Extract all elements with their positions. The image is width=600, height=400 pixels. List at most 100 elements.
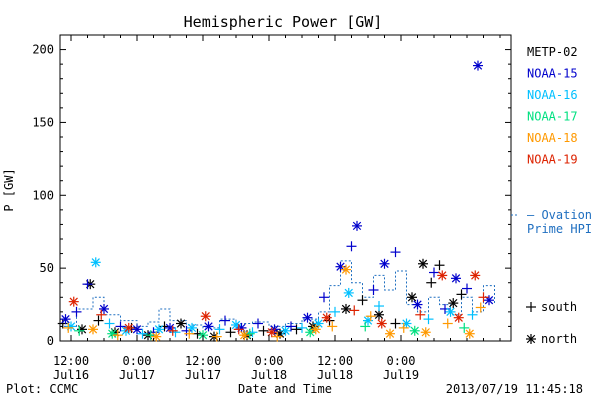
data-point (459, 322, 470, 333)
data-point (225, 327, 236, 338)
data-point (379, 258, 390, 269)
data-point (470, 270, 481, 281)
data-point (280, 325, 291, 336)
data-point (346, 241, 357, 252)
data-point (448, 298, 459, 309)
data-point (112, 330, 123, 341)
plot-frame (59, 34, 512, 342)
data-point (310, 324, 321, 335)
footer-left: Plot: CCMC (6, 382, 78, 396)
data-point (330, 306, 340, 317)
data-point (90, 257, 101, 268)
data-point (434, 260, 445, 271)
data-points (57, 60, 494, 342)
data-point (415, 309, 426, 320)
data-point (374, 301, 384, 312)
data-point (214, 324, 225, 335)
data-point (63, 322, 74, 333)
data-point (327, 321, 338, 332)
legend: METP-02 NOAA-15 NOAA-16 NOAA-17 NOAA-18 NOAA-… (527, 45, 578, 167)
x-tick-label-time: 0:00 (123, 354, 152, 368)
data-point (451, 273, 461, 284)
data-point (365, 311, 376, 322)
x-tick-label-date: Jul17 (119, 368, 155, 382)
marker-legend-south: south (541, 300, 577, 314)
data-point (357, 295, 368, 306)
data-point (412, 299, 423, 310)
data-point (341, 303, 351, 314)
x-tick-label-time: 0:00 (387, 354, 416, 368)
y-tick-label: 150 (32, 115, 54, 129)
x-tick-label-time: 12:00 (317, 354, 353, 368)
data-point (407, 292, 417, 303)
ovation-hpi-line (60, 260, 495, 329)
legend-noaa-17: NOAA-17 (527, 110, 578, 124)
data-point (473, 60, 483, 71)
data-point (426, 277, 437, 288)
x-tick-label-date: Jul19 (383, 368, 419, 382)
y-tick-label: 200 (32, 43, 54, 57)
data-point (187, 322, 197, 333)
data-point (239, 330, 250, 341)
data-point (96, 309, 107, 320)
data-point (442, 318, 453, 329)
data-point (60, 314, 71, 325)
data-point (66, 321, 76, 332)
data-point (352, 220, 362, 231)
data-point (368, 285, 379, 295)
x-tick-label-date: Jul16 (53, 368, 89, 382)
marker-legend-north: north (541, 332, 577, 346)
x-tick-label-date: Jul18 (317, 368, 353, 382)
data-point (123, 322, 134, 333)
data-point (343, 287, 354, 298)
data-point (184, 328, 195, 339)
data-point (385, 328, 395, 339)
series-noaa-18 (63, 264, 486, 342)
legend-noaa-19: NOAA-19 (527, 153, 578, 167)
data-point (77, 324, 87, 335)
data-point (349, 305, 360, 316)
series-noaa-19 (68, 270, 489, 338)
ovation-hpi-path (60, 260, 495, 329)
data-point (99, 303, 109, 314)
data-point (478, 292, 489, 303)
data-point (462, 283, 472, 294)
data-point (200, 311, 211, 322)
x-axis-label: Date and Time (238, 382, 332, 396)
data-point (137, 328, 148, 339)
data-point (167, 325, 178, 336)
data-point (374, 309, 384, 320)
data-point (68, 296, 79, 307)
data-point (390, 247, 401, 258)
data-point (319, 292, 329, 303)
data-point (154, 324, 164, 335)
data-point (437, 270, 448, 281)
data-point (170, 327, 181, 338)
data-point (233, 324, 244, 335)
y-axis-label: P [GW] (2, 168, 16, 211)
series-noaa-15 (60, 60, 494, 338)
data-point (203, 321, 214, 332)
data-point (71, 306, 82, 317)
footer-right: 2013/07/19 11:45:18 (446, 382, 583, 396)
x-axis: 12:00Jul160:00Jul1712:00Jul170:00Jul1812… (53, 35, 501, 382)
marker-legend-symbol (526, 334, 536, 344)
data-point (453, 312, 464, 323)
data-point (151, 331, 162, 342)
data-point (376, 318, 387, 329)
data-point (88, 324, 98, 335)
data-point (445, 306, 456, 317)
x-tick-label-time: 12:00 (185, 354, 221, 368)
data-point (258, 325, 269, 336)
data-point (220, 315, 230, 326)
data-point (398, 322, 409, 333)
ovation-legend-line1: — Ovation (527, 208, 592, 222)
data-point (341, 264, 351, 275)
legend-metp-02: METP-02 (527, 45, 578, 59)
data-point (363, 315, 373, 326)
data-point (390, 318, 401, 329)
data-point (456, 289, 467, 300)
data-point (132, 324, 142, 335)
